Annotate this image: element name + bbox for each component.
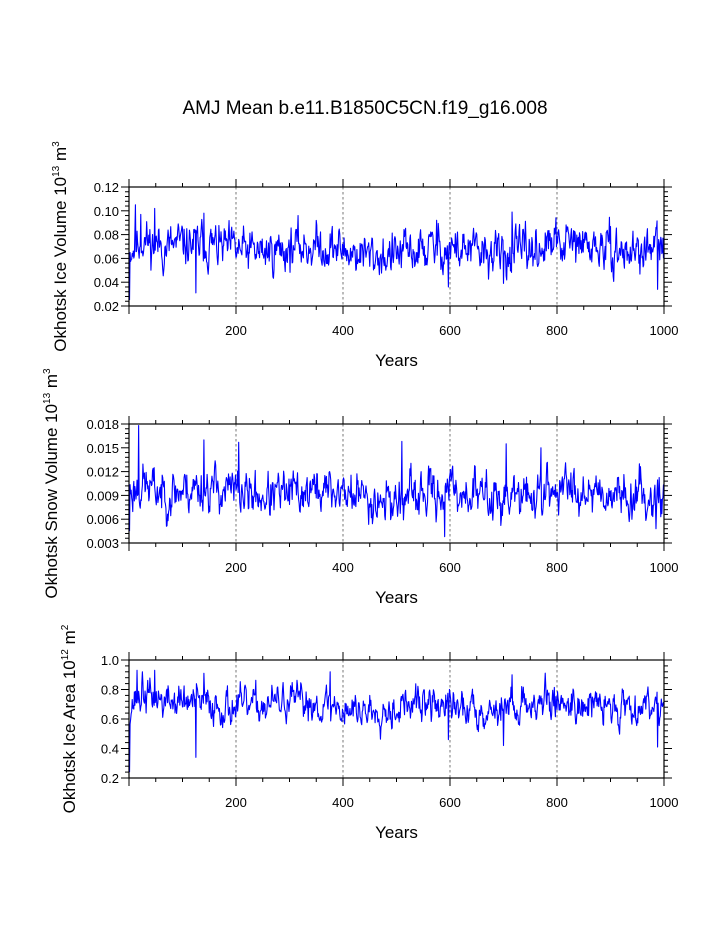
y-tick-label: 0.06 [94, 251, 119, 266]
y-tick-label: 0.2 [101, 771, 119, 786]
panel-1: 200 400 600 800 1000 0.02 0.04 0.06 0.08 0.10 0.12… [51, 141, 678, 370]
x-tick-label: 200 [225, 323, 247, 338]
x-tick-label: 200 [225, 560, 247, 575]
x-tick-label: 400 [332, 795, 354, 810]
x-tick-label: 1000 [650, 323, 679, 338]
y-tick-label: 0.08 [94, 228, 119, 243]
x-tick-label: 600 [439, 323, 461, 338]
x-tick-label: 800 [546, 323, 568, 338]
y-tick-label: 0.012 [86, 465, 119, 480]
y-tick-label: 0.009 [86, 488, 119, 503]
y-tick-label: 0.018 [86, 417, 119, 432]
x-tick-label: 400 [332, 560, 354, 575]
y-tick-label: 0.04 [94, 275, 119, 290]
x-tick-label: 600 [439, 795, 461, 810]
x-tick-label: 1000 [650, 795, 679, 810]
y-tick-label: 0.003 [86, 536, 119, 551]
panel-2: 200 400 600 800 1000 0.003 0.006 0.009 0.012 0.01… [42, 368, 678, 607]
x-tick-label: 1000 [650, 560, 679, 575]
y-tick-label: 0.02 [94, 299, 119, 314]
chart-title: AMJ Mean b.e11.B1850C5CN.f19_g16.008 [182, 98, 547, 119]
x-axis-label: Years [375, 351, 418, 370]
panel-3: 200 400 600 800 1000 0.2 0.4 0.6 0.8 1.0 Years Okho… [60, 624, 678, 842]
x-axis-label: Years [375, 823, 418, 842]
y-tick-label: 0.4 [101, 742, 119, 757]
y-axis-label: Okhotsk Ice Volume 1013 m3 [51, 141, 70, 352]
y-tick-label: 0.6 [101, 712, 119, 727]
y-tick-label: 0.10 [94, 204, 119, 219]
y-tick-label: 0.006 [86, 512, 119, 527]
series-line-2 [128, 425, 665, 538]
x-tick-label: 800 [546, 795, 568, 810]
x-axis-label: Years [375, 588, 418, 607]
y-tick-label: 0.015 [86, 441, 119, 456]
series-line-3 [128, 669, 665, 773]
plot-frame [128, 659, 665, 779]
x-tick-label: 200 [225, 795, 247, 810]
y-tick-label: 1.0 [101, 653, 119, 668]
y-tick-label: 0.12 [94, 180, 119, 195]
y-axis-label: Okhotsk Snow Volume 1013 m3 [42, 368, 61, 599]
x-tick-label: 400 [332, 323, 354, 338]
x-tick-label: 800 [546, 560, 568, 575]
x-tick-label: 600 [439, 560, 461, 575]
y-axis-label: Okhotsk Ice Area 1012 m2 [60, 624, 79, 813]
y-tick-label: 0.8 [101, 683, 119, 698]
panels: 200 400 600 800 1000 0.02 0.04 0.06 0.08 0.10 0.12… [42, 141, 678, 842]
series-line-1 [128, 204, 665, 301]
